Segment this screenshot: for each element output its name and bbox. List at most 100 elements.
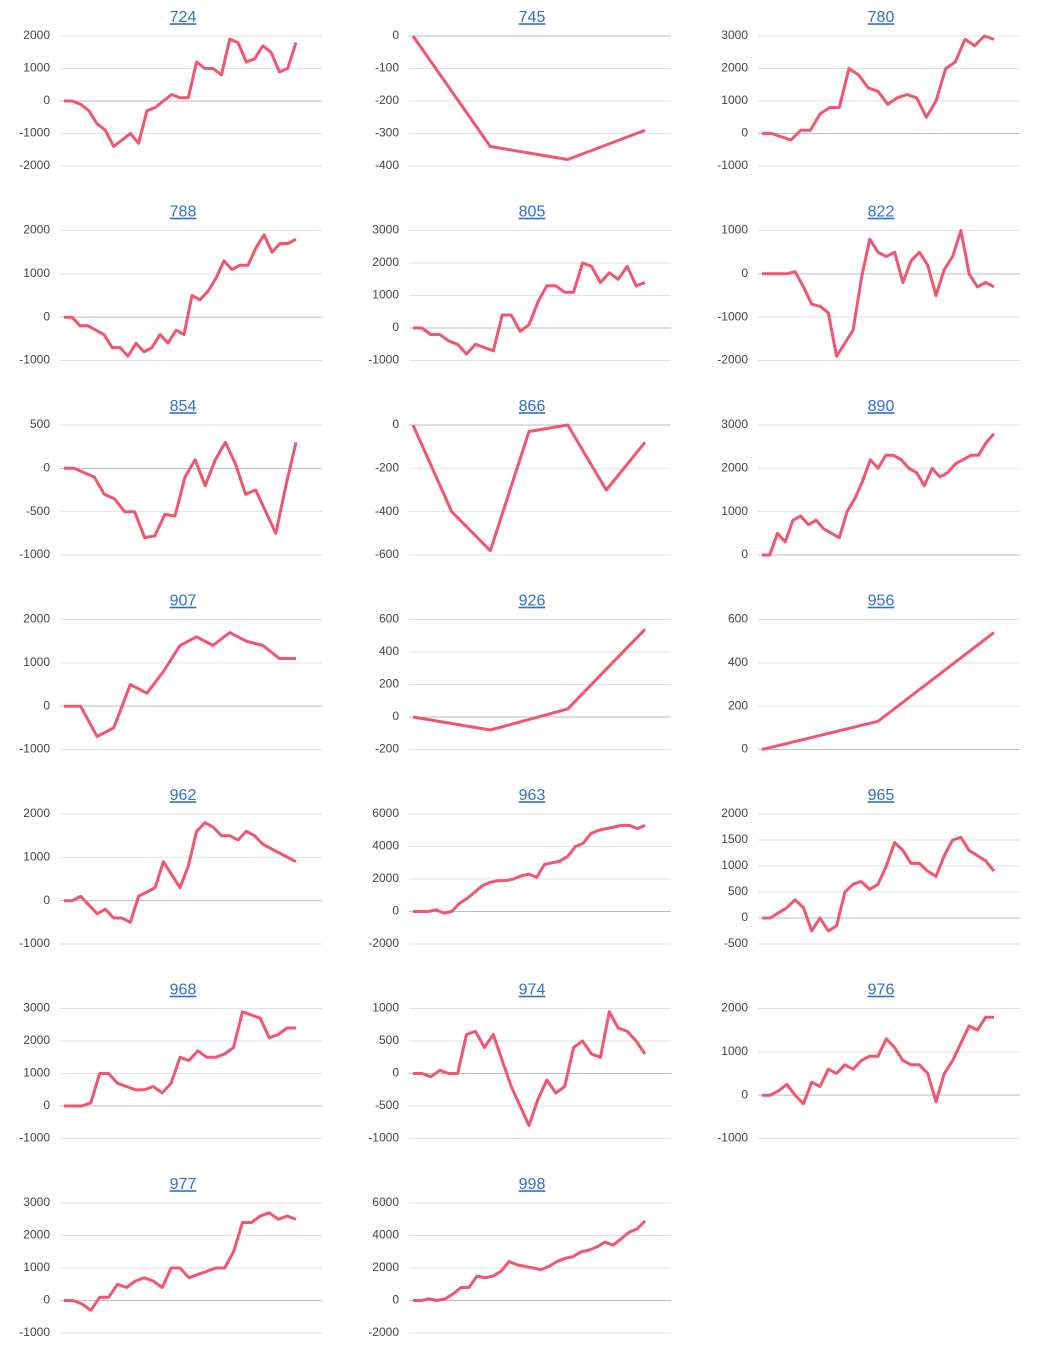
data-line (761, 631, 995, 751)
y-tick-label: 3000 (23, 1195, 50, 1209)
y-tick-label: 0 (43, 93, 50, 107)
chart-title[interactable]: 907 (170, 593, 197, 610)
y-tick-label: 0 (741, 742, 748, 756)
y-tick-label: 1000 (372, 1001, 399, 1015)
y-tick-label: 0 (43, 309, 50, 323)
y-tick-label: -1000 (368, 353, 399, 367)
chart-title[interactable]: 724 (170, 9, 197, 26)
chart-title[interactable]: 962 (170, 787, 197, 804)
y-tick-label: 2000 (721, 461, 748, 475)
y-tick-label: -500 (724, 936, 748, 950)
data-line (64, 821, 297, 924)
chart-title[interactable]: 963 (519, 787, 546, 804)
y-tick-label: 400 (379, 644, 399, 658)
small-chart: 805 3000 2000 1000 0 -1000 (368, 204, 671, 367)
data-line (64, 37, 298, 148)
chart-title[interactable]: 977 (170, 1176, 197, 1193)
y-tick-label: 2000 (23, 28, 50, 42)
y-tick-label: -1000 (368, 1131, 399, 1145)
chart-title[interactable]: 788 (170, 204, 197, 221)
chart-title[interactable]: 822 (868, 204, 895, 221)
small-chart: 965 2000 1500 1000 500 0 -500 (721, 787, 1020, 950)
y-tick-label: 0 (392, 320, 399, 334)
y-tick-label: -2000 (19, 158, 50, 172)
chart-title[interactable]: 998 (519, 1176, 546, 1193)
data-line (64, 440, 298, 540)
y-tick-label: -1000 (19, 742, 50, 756)
y-tick-label: 200 (379, 677, 399, 691)
y-tick-label: 3000 (372, 223, 399, 237)
data-line (413, 823, 646, 915)
y-tick-label: 2000 (721, 806, 748, 820)
small-chart: 974 1000 500 0 -500 -1000 (368, 982, 671, 1145)
y-tick-label: -1000 (19, 1325, 50, 1339)
y-tick-label: -200 (375, 742, 399, 756)
y-tick-label: -1000 (19, 936, 50, 950)
y-tick-label: 1000 (23, 850, 50, 864)
y-tick-label: 0 (392, 1066, 399, 1080)
data-line (762, 34, 995, 142)
chart-title[interactable]: 968 (170, 982, 197, 999)
y-tick-label: 0 (741, 547, 748, 561)
y-tick-label: -1000 (19, 126, 50, 140)
y-tick-label: 0 (43, 1098, 50, 1112)
small-chart: 780 3000 2000 1000 0 -1000 (717, 9, 1020, 172)
y-tick-label: 0 (43, 1293, 50, 1307)
data-line (411, 35, 646, 161)
y-tick-label: 1000 (23, 655, 50, 669)
y-tick-label: -1000 (19, 1131, 50, 1145)
y-tick-label: 0 (741, 266, 748, 280)
y-tick-label: 1000 (721, 93, 748, 107)
y-tick-label: 200 (728, 698, 748, 712)
y-tick-label: 6000 (372, 806, 399, 820)
y-tick-label: 6000 (372, 1195, 399, 1209)
small-chart: 956 600 400 200 0 (728, 593, 1020, 756)
chart-title[interactable]: 805 (519, 204, 546, 221)
small-chart: 977 3000 2000 1000 0 -1000 (19, 1176, 322, 1339)
chart-title[interactable]: 890 (868, 398, 895, 415)
small-chart: 962 2000 1000 0 -1000 (19, 787, 322, 950)
y-tick-label: 1000 (721, 858, 748, 872)
y-tick-label: 1000 (23, 266, 50, 280)
chart-title[interactable]: 866 (519, 398, 546, 415)
y-tick-label: 2000 (372, 1260, 399, 1274)
y-tick-label: 600 (379, 612, 399, 626)
y-tick-label: -300 (375, 126, 399, 140)
data-line (64, 631, 296, 738)
chart-title[interactable]: 965 (868, 787, 895, 804)
data-line (64, 1010, 296, 1108)
small-chart: 976 2000 1000 0 -1000 (717, 982, 1020, 1145)
small-chart: 907 2000 1000 0 -1000 (19, 593, 322, 756)
data-line (762, 229, 995, 358)
chart-title[interactable]: 780 (868, 9, 895, 26)
chart-title[interactable]: 745 (519, 9, 546, 26)
data-line (413, 1010, 647, 1127)
y-tick-label: 0 (392, 1293, 399, 1307)
y-tick-label: 1000 (23, 1066, 50, 1080)
small-chart: 890 3000 2000 1000 0 (721, 398, 1020, 561)
chart-title[interactable]: 976 (868, 982, 895, 999)
chart-title[interactable]: 854 (170, 398, 197, 415)
y-tick-label: 500 (379, 1033, 399, 1047)
chart-title[interactable]: 956 (868, 593, 895, 610)
y-tick-label: -200 (375, 93, 399, 107)
small-chart: 963 6000 4000 2000 0 -2000 (368, 787, 671, 950)
data-line (762, 432, 996, 557)
y-tick-label: 3000 (23, 1001, 50, 1015)
y-tick-label: 2000 (23, 806, 50, 820)
y-tick-label: -1000 (717, 1131, 748, 1145)
chart-title[interactable]: 926 (519, 593, 546, 610)
y-tick-label: -1000 (19, 353, 50, 367)
y-tick-label: 600 (728, 612, 748, 626)
y-tick-label: 500 (30, 417, 50, 431)
y-tick-label: 0 (392, 904, 399, 918)
y-tick-label: 2000 (721, 61, 748, 75)
y-tick-label: -2000 (368, 936, 399, 950)
y-tick-label: 1000 (23, 1260, 50, 1274)
y-tick-label: 1000 (721, 504, 748, 518)
small-chart: 724 2000 1000 0 -1000 -2000 (19, 9, 322, 172)
small-chart: 866 0 -200 -400 -600 (375, 398, 671, 561)
chart-title[interactable]: 974 (519, 982, 546, 999)
y-tick-label: 0 (392, 28, 399, 42)
